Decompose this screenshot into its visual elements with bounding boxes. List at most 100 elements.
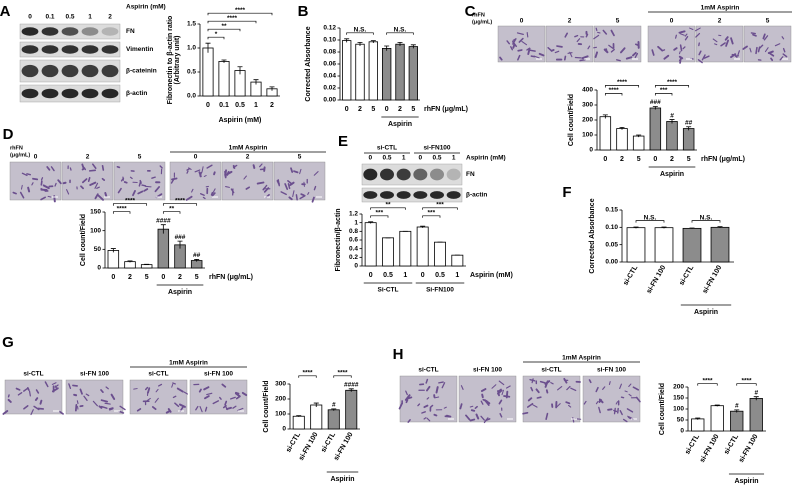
cell — [538, 52, 545, 57]
cell — [263, 184, 268, 190]
cell — [587, 45, 591, 50]
error-bar — [410, 44, 416, 49]
cell — [50, 166, 55, 172]
error-bar — [669, 119, 675, 124]
lane-label: 0.5 — [432, 155, 441, 162]
dose-label: 2 — [568, 18, 572, 25]
cell — [100, 405, 108, 409]
column-label: si-FN 100 — [80, 371, 109, 378]
significance-label: **** — [667, 79, 678, 86]
error-bar — [194, 259, 200, 262]
cell — [186, 170, 189, 174]
micrograph — [4, 379, 63, 415]
cell — [230, 396, 236, 400]
significance-label: *** — [428, 210, 436, 217]
x-tick-label: si-FN 100 — [646, 264, 668, 295]
cell — [678, 55, 684, 60]
column-label: si-FN 100 — [473, 367, 502, 374]
cell — [206, 164, 213, 169]
cell — [280, 191, 287, 196]
cell — [203, 175, 207, 177]
cell — [287, 183, 291, 190]
cell — [59, 411, 64, 415]
significance-label: N.S. — [700, 214, 713, 221]
significance-bracket — [654, 85, 690, 88]
micrograph — [399, 375, 458, 423]
cell — [701, 54, 706, 61]
x-tick-label: 0.1 — [219, 102, 229, 109]
bar — [345, 389, 358, 430]
lane-label: 0.5 — [382, 155, 391, 162]
cell — [108, 407, 114, 410]
cell — [263, 187, 270, 193]
x-tick-label: 0 — [603, 156, 607, 163]
band-label: FN — [126, 28, 135, 35]
cell — [225, 406, 232, 410]
micrograph — [743, 25, 792, 63]
error-bar — [717, 226, 723, 229]
cell — [779, 56, 784, 61]
cell — [243, 175, 247, 180]
cell — [661, 49, 666, 52]
cell — [762, 33, 766, 40]
y-tick-label: 0.0 — [187, 93, 196, 100]
cell — [749, 47, 752, 53]
bar — [730, 410, 744, 432]
cell — [57, 179, 62, 185]
x-axis-label: Aspirin (mM) — [470, 272, 513, 279]
bar — [355, 43, 365, 101]
y-tick-label: 0.6 — [349, 237, 358, 244]
cell — [237, 407, 244, 411]
cell — [619, 409, 623, 416]
error-bar — [205, 42, 211, 53]
x-tick-label: 5 — [687, 156, 691, 163]
error-bar — [397, 42, 403, 46]
cell — [81, 163, 85, 169]
cell — [40, 196, 46, 201]
cell — [51, 382, 57, 385]
group-label: Aspirin — [734, 478, 758, 485]
micrograph — [9, 161, 62, 201]
cell — [210, 191, 214, 196]
dose-label: 5 — [138, 154, 142, 161]
cell — [151, 176, 156, 179]
cell — [201, 166, 204, 173]
significance-bracket — [207, 12, 273, 16]
cell — [101, 177, 106, 181]
blot-band — [363, 168, 378, 181]
micrograph — [129, 379, 188, 415]
error-bar — [619, 126, 625, 130]
bar — [666, 121, 678, 151]
y-tick-label: 0.4 — [349, 245, 358, 252]
cell — [429, 404, 434, 408]
cell — [40, 187, 47, 192]
y-tick-label: 200 — [275, 396, 286, 403]
cell — [199, 406, 203, 413]
cell — [554, 50, 560, 54]
cell — [583, 400, 587, 405]
x-tick-label: 0 — [385, 106, 389, 113]
cell — [202, 196, 206, 200]
x-tick-label: si-CTL — [285, 431, 302, 454]
blot-band — [81, 45, 99, 54]
y-tick-label: 0.10 — [323, 37, 336, 44]
band-label: β-cateinin — [126, 68, 157, 75]
y-axis-label: Cell count/Field — [659, 383, 666, 435]
x-tick-label: 5 — [195, 274, 199, 281]
significance-bracket — [691, 220, 721, 223]
cell — [433, 413, 438, 417]
cell — [679, 30, 686, 34]
y-tick-label: 100 — [275, 411, 286, 418]
bar — [710, 226, 730, 263]
x-tick-label: si-CTL — [320, 431, 337, 454]
cell — [172, 382, 176, 385]
cell — [526, 402, 534, 408]
cell — [88, 169, 96, 172]
cell — [585, 33, 589, 38]
blot-band — [446, 168, 461, 181]
cell — [782, 53, 788, 58]
cell — [679, 57, 682, 64]
aspirin-label: 1mM Aspirin — [562, 355, 601, 362]
cell — [176, 387, 184, 393]
y-tick-label: 0.12 — [323, 25, 336, 32]
